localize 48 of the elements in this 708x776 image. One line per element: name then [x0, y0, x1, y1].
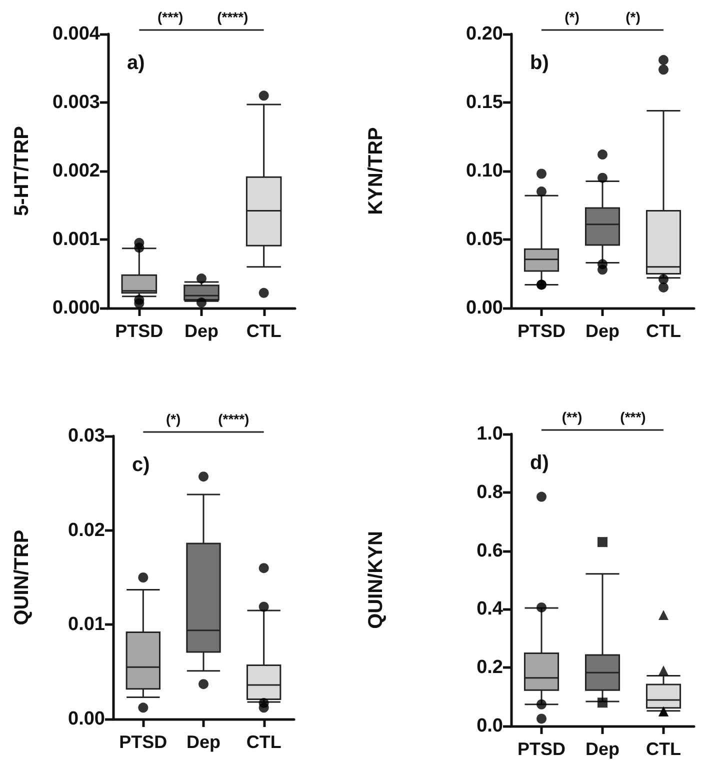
y-tick-label: 0.10 [466, 160, 503, 182]
y-tick-label: 0.0 [476, 716, 503, 736]
y-axis-title: KYN/TRP [365, 127, 387, 215]
text: (**) [562, 409, 582, 425]
x-tick-label: CTL [246, 321, 282, 341]
x-tick-label: Dep [186, 732, 221, 752]
y-tick-label: 0.00 [466, 298, 503, 318]
text: d) [530, 452, 549, 474]
x-tick-label: PTSD [517, 739, 566, 759]
text: (*) [564, 9, 580, 25]
y-tick-label: 0.15 [466, 92, 504, 113]
y-tick-label: 0.003 [52, 92, 100, 113]
x-tick-label: PTSD [119, 732, 168, 752]
text: a) [127, 52, 145, 74]
y-tick-label: 1.0 [476, 424, 503, 444]
y-tick-label: 0.4 [476, 598, 504, 620]
x-tick-label: CTL [646, 739, 681, 759]
x-tick-label: CTL [246, 732, 282, 752]
text: c) [132, 454, 150, 476]
text: (*) [166, 411, 181, 427]
y-axis-title: 5-HT/TRP [11, 126, 33, 216]
y-tick-label: 0.004 [52, 24, 100, 44]
y-tick-label: 0.00 [68, 708, 105, 730]
text: (***) [620, 409, 646, 425]
y-tick-label: 0.002 [52, 160, 100, 182]
x-tick-label: Dep [184, 321, 219, 341]
y-tick-label: 0.000 [52, 298, 100, 318]
y-tick-label: 0.8 [476, 482, 503, 503]
x-tick-label: PTSD [115, 321, 164, 341]
y-tick-label: 0.01 [68, 614, 106, 636]
y-axis-title: QUIN/KYN [365, 531, 387, 629]
text: b) [530, 52, 549, 74]
text: (*) [626, 9, 640, 25]
x-tick-label: Dep [585, 321, 620, 341]
y-tick-label: 0.6 [476, 540, 503, 562]
y-tick-label: 0.2 [476, 657, 503, 678]
x-tick-label: Dep [585, 739, 620, 759]
y-tick-label: 0.05 [466, 229, 504, 250]
x-tick-label: CTL [646, 321, 681, 341]
y-tick-label: 0.20 [466, 24, 503, 44]
text: (****) [218, 411, 250, 427]
text: (****) [217, 9, 248, 25]
text: (***) [157, 9, 184, 25]
y-tick-label: 0.02 [68, 520, 105, 541]
x-tick-label: PTSD [517, 321, 566, 341]
y-tick-label: 0.03 [68, 426, 105, 446]
y-tick-label: 0.001 [52, 229, 100, 250]
y-axis-title: QUIN/TRP [11, 530, 33, 626]
